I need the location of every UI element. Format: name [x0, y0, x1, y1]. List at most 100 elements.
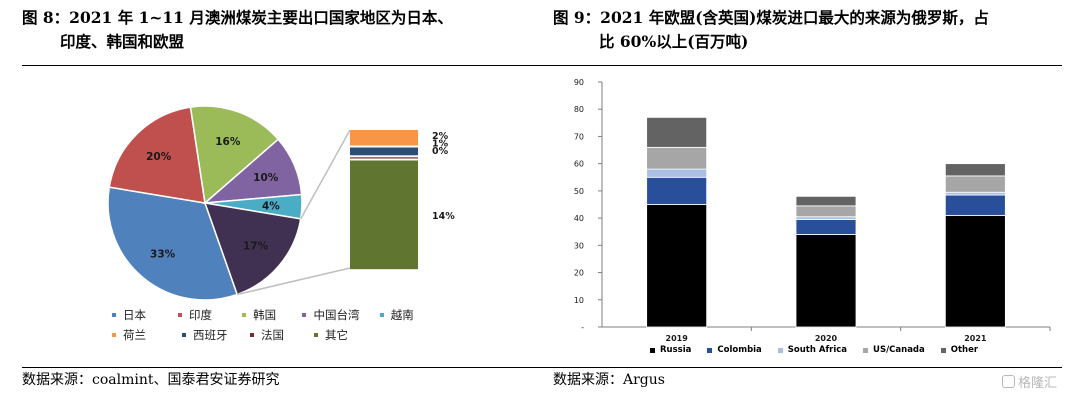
pie-slice-label: 20%	[146, 151, 172, 163]
bar-legend-item: Russia	[650, 345, 691, 355]
legend-swatch-1-0	[112, 333, 116, 337]
bar-segment	[944, 163, 1006, 177]
y-tick-label: 90	[574, 78, 584, 87]
bar-legend-swatch-1	[707, 347, 713, 353]
y-tick-label: 80	[574, 105, 584, 114]
legend-label: 荷兰	[123, 328, 146, 342]
bar-legend-item: Colombia	[707, 345, 762, 355]
breakout-segment	[350, 130, 418, 146]
left-title-line2: 印度、韩国和欧盟	[60, 32, 185, 51]
bar-segment	[944, 191, 1006, 196]
left-chart-title: 图 8：2021 年 1~11 月澳洲煤炭主要出口国家地区为日本、 印度、韩国和…	[22, 6, 522, 54]
legend-label: 日本	[123, 308, 146, 322]
legend-swatch-1-2	[250, 333, 254, 337]
watermark-text: 格隆汇	[1018, 376, 1058, 391]
pie-slice-label: 4%	[262, 201, 280, 213]
pie-slice-label: 16%	[215, 136, 241, 148]
bar-legend-swatch-2	[777, 347, 783, 353]
legend-item: 西班牙	[182, 327, 250, 343]
x-tick-label: 2020	[815, 334, 838, 343]
pie-slice-label: 33%	[150, 249, 176, 261]
pie-slice	[203, 202, 302, 296]
bottom-divider	[22, 367, 1062, 368]
bar-legend-swatch-0	[650, 347, 655, 353]
right-source-note: 数据来源：Argus	[553, 372, 665, 388]
stacked-bar-chart: - 10 20 30 40 50 60 70 80 90 2019 2020 2021	[574, 78, 1051, 343]
legend-item: 中国台湾	[302, 307, 379, 323]
legend-label: 其它	[325, 328, 348, 342]
bar-legend-label: Other	[950, 345, 979, 355]
legend-item: 韩国	[242, 307, 302, 323]
legend-item: 日本	[112, 307, 178, 323]
right-chart-title: 图 9：2021 年欧盟(含英国)煤炭进口最大的来源为俄罗斯，占 比 60%以上…	[553, 6, 1073, 54]
connector-line	[300, 129, 351, 220]
y-tick-label: 60	[574, 160, 584, 169]
bar-legend-label: South Africa	[787, 345, 848, 355]
y-tick-label: 30	[574, 241, 584, 250]
bar-segment	[944, 214, 1006, 328]
legend-item: 其它	[314, 327, 396, 343]
bar-legend-label: Russia	[660, 345, 692, 355]
legend-item: 印度	[178, 307, 242, 323]
breakout-label: 2%	[432, 131, 449, 142]
top-divider	[22, 65, 1062, 66]
y-tick-label: 10	[574, 296, 584, 305]
bar-segment	[944, 175, 1006, 193]
bar-segment	[944, 194, 1006, 216]
pie-legend: 日本 印度 韩国 中国台湾 越南 荷兰 西班牙 法国 其它	[112, 305, 442, 345]
pie-legend-row: 荷兰 西班牙 法国 其它	[112, 325, 442, 345]
breakout-segment	[350, 147, 418, 156]
y-tick-label: 40	[574, 214, 584, 223]
pie-chart: 33% 20% 16% 10% 4% 17% 2%1%0% 14%	[107, 105, 455, 301]
legend-swatch-0-1	[178, 313, 182, 317]
bar-legend: Russia Colombia South Africa US/Canada O…	[650, 345, 994, 355]
bar-segment	[795, 205, 857, 218]
legend-swatch-1-1	[182, 333, 186, 337]
y-tick-label: 20	[574, 269, 584, 278]
legend-swatch-0-0	[112, 313, 116, 317]
legend-item: 法国	[250, 327, 314, 343]
legend-label: 中国台湾	[313, 308, 360, 322]
left-source-note: 数据来源：coalmint、国泰君安证券研究	[22, 372, 280, 388]
bar-segment	[795, 216, 857, 220]
breakout-label: 1%	[432, 139, 449, 150]
bar-legend-swatch-3	[863, 347, 869, 353]
watermark-logo-icon	[1002, 375, 1015, 388]
watermark: 格隆汇	[1002, 372, 1057, 391]
bar-legend-swatch-4	[940, 347, 946, 353]
bar-legend-label: Colombia	[717, 345, 762, 355]
right-title-line1: 图 9：2021 年欧盟(含英国)煤炭进口最大的来源为俄罗斯，占	[553, 8, 989, 27]
pie-legend-row: 日本 印度 韩国 中国台湾 越南	[112, 305, 442, 325]
bar-segment	[795, 219, 857, 235]
x-tick-label: 2021	[964, 334, 987, 343]
bar-legend-item: Other	[940, 345, 979, 355]
breakout-label: 0%	[432, 146, 449, 157]
bar-segment	[795, 234, 857, 328]
legend-swatch-1-3	[314, 333, 318, 337]
x-tick-label: 2019	[666, 334, 689, 343]
breakout-segment	[350, 157, 418, 159]
bar-segment	[795, 195, 857, 207]
y-tick-label: 70	[574, 132, 584, 141]
bar-segment	[646, 168, 708, 178]
pie-slice	[108, 106, 206, 204]
pie-slice	[107, 186, 239, 301]
pie-slice	[189, 105, 280, 205]
legend-label: 韩国	[253, 308, 277, 322]
connector-line	[237, 267, 351, 296]
breakout-label: 14%	[432, 211, 455, 222]
legend-swatch-0-3	[302, 313, 307, 317]
y-tick-label: 50	[574, 187, 584, 196]
breakout-segment	[350, 160, 418, 270]
pie-slice-label: 10%	[253, 172, 279, 184]
bar-segment	[646, 204, 708, 328]
legend-swatch-0-2	[242, 313, 247, 317]
legend-swatch-0-4	[379, 313, 384, 317]
legend-label: 印度	[189, 308, 212, 322]
bar-segment	[646, 146, 708, 170]
bar-legend-label: US/Canada	[873, 345, 925, 355]
bar-segment	[646, 116, 708, 148]
legend-item: 越南	[379, 307, 442, 323]
pie-slice-label: 17%	[243, 240, 269, 252]
legend-label: 法国	[261, 328, 284, 342]
